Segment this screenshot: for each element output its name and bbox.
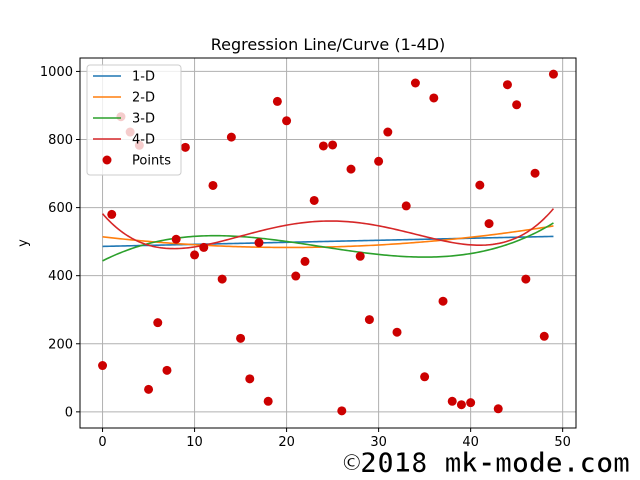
data-point [153, 318, 163, 328]
data-point [226, 132, 236, 142]
data-point [107, 209, 117, 219]
y-tick-label: 600 [48, 201, 73, 216]
data-point [272, 96, 282, 106]
data-point [337, 406, 347, 416]
x-tick-label: 10 [186, 435, 203, 450]
data-point [328, 140, 338, 150]
legend-label: 3-D [132, 112, 155, 127]
data-point [291, 271, 301, 281]
y-tick-label: 0 [65, 405, 73, 420]
data-point [144, 384, 154, 394]
data-point [420, 372, 430, 382]
data-point [171, 234, 181, 244]
legend-label: 2-D [132, 91, 155, 106]
data-point [217, 274, 227, 284]
data-point [318, 141, 328, 151]
data-point [512, 100, 522, 110]
data-point [300, 256, 310, 266]
data-point [199, 242, 209, 252]
legend-label: 1-D [132, 70, 155, 85]
watermark: ©2018 mk-mode.com [343, 446, 630, 479]
data-point [374, 156, 384, 166]
legend: 1-D 2-D 3-D 4-D Points [86, 64, 182, 176]
data-point [245, 374, 255, 384]
x-tick-label: 40 [462, 435, 479, 450]
data-point [401, 201, 411, 211]
data-point [466, 398, 476, 408]
legend-swatch-points [102, 155, 112, 165]
data-point [364, 315, 374, 325]
data-point [98, 361, 108, 371]
data-point [190, 250, 200, 260]
legend-label: 4-D [132, 133, 155, 148]
data-point [456, 400, 466, 410]
data-point [429, 93, 439, 103]
chart-title: Regression Line/Curve (1-4D) [211, 35, 446, 54]
legend-entries: 1-D 2-D 3-D 4-D Points [93, 70, 171, 169]
data-point [438, 296, 448, 306]
data-point [254, 238, 264, 248]
x-tick-label: 30 [370, 435, 387, 450]
y-tick-label: 200 [48, 337, 73, 352]
y-axis-label: y [16, 239, 31, 247]
y-tick-label: 1000 [40, 65, 73, 80]
data-point [355, 251, 365, 261]
plot-frame [79, 57, 577, 429]
y-tick-label: 800 [48, 133, 73, 148]
data-point [502, 80, 512, 90]
data-point [392, 327, 402, 337]
data-point [208, 180, 218, 190]
series-line-1-d [102, 235, 554, 248]
data-point [447, 396, 457, 406]
data-point [346, 164, 356, 174]
series-line-4-d [101, 208, 555, 250]
data-point [180, 142, 190, 152]
data-point [548, 69, 558, 79]
data-point [410, 78, 420, 88]
axis-ticks: 0 10 20 30 40 50 0 200 400 600 800 1000 [40, 65, 571, 450]
data-point [162, 365, 172, 375]
data-point [521, 274, 531, 284]
x-tick-label: 20 [278, 435, 295, 450]
x-tick-label: 0 [98, 435, 106, 450]
scatter-points [98, 69, 558, 416]
data-point [383, 127, 393, 137]
grid-lines [80, 58, 576, 428]
y-tick-label: 400 [48, 269, 73, 284]
data-point [539, 331, 549, 341]
data-point [530, 168, 540, 178]
data-point [493, 404, 503, 414]
data-point [282, 116, 292, 126]
data-point [484, 219, 494, 229]
data-point [309, 195, 319, 205]
legend-label: Points [132, 154, 171, 169]
data-point [263, 396, 273, 406]
data-point [236, 333, 246, 343]
legend-box [86, 64, 182, 176]
x-tick-label: 50 [554, 435, 571, 450]
data-point [475, 180, 485, 190]
